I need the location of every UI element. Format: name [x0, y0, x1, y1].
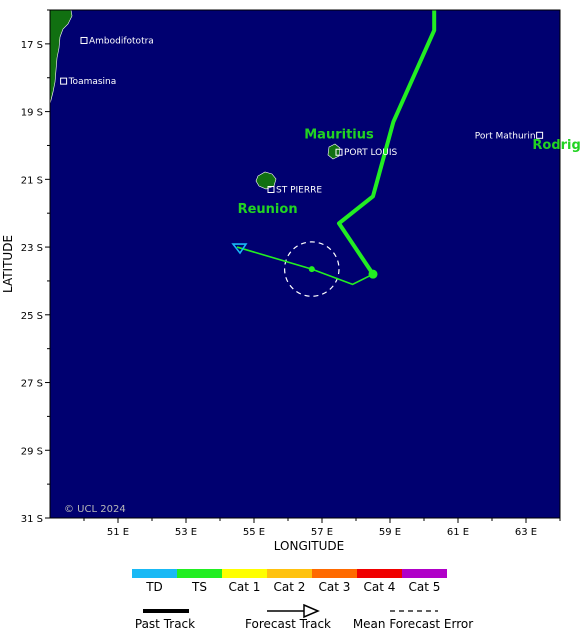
island-labels: Mauritius Reunion Rodrig: [238, 128, 580, 218]
island-label: Reunion: [238, 202, 298, 217]
madagascar-landmass: [49, 9, 73, 105]
legend-swatch-cat5: [402, 569, 447, 578]
legend-category-label: Cat 4: [364, 580, 396, 594]
lon-tick-label: 51 E: [107, 527, 129, 538]
lon-tick-label: 57 E: [311, 527, 333, 538]
lon-tick-label: 55 E: [243, 527, 265, 538]
forecast-track-label: Forecast Track: [245, 617, 331, 631]
x-axis-title: LONGITUDE: [274, 539, 344, 553]
place-marker-icon: [536, 131, 544, 139]
place-marker-icon: [80, 36, 88, 44]
past-track-label: Past Track: [135, 617, 195, 631]
legend-category-label: Cat 5: [409, 580, 441, 594]
legend-swatch-ts: [177, 569, 222, 578]
legend-category-label: TS: [191, 580, 207, 594]
legend-category-label: TD: [145, 580, 163, 594]
lon-tick-label: 53 E: [175, 527, 197, 538]
island-label: Mauritius: [304, 128, 374, 143]
past-track-line: [337, 10, 437, 276]
lat-tick-label: 27 S: [21, 379, 43, 390]
category-legend: TD TS Cat 1 Cat 2 Cat 3 Cat 4 Cat 5: [132, 569, 447, 594]
place-marker-icon: [60, 77, 68, 85]
place-label: PORT LOUIS: [344, 148, 397, 158]
legend-swatch-cat4: [357, 569, 402, 578]
place-label: Toamasina: [68, 77, 117, 87]
lon-tick-label: 61 E: [447, 527, 469, 538]
lat-tick-label: 21 S: [21, 175, 43, 186]
places: Ambodifototra Toamasina PORT LOUIS Port Mat…: [60, 36, 544, 195]
legend-category-label: Cat 3: [319, 580, 351, 594]
forecast-arrow-icon: [231, 243, 248, 255]
place-marker-icon: [267, 185, 275, 193]
legend-swatch-td: [132, 569, 177, 578]
ocean-area: [50, 10, 560, 518]
lat-tick-label: 19 S: [21, 108, 43, 119]
legend-swatch-cat1: [222, 569, 267, 578]
place-label: Ambodifototra: [89, 36, 154, 46]
current-position-marker: [368, 269, 378, 279]
lat-tick-label: 31 S: [21, 514, 43, 525]
lat-tick-label: 17 S: [21, 40, 43, 51]
legend-category-label: Cat 2: [274, 580, 306, 594]
legend-category-label: Cat 1: [229, 580, 261, 594]
place-label: ST PIERRE: [276, 185, 322, 195]
lat-tick-label: 29 S: [21, 446, 43, 457]
forecast-position-marker: [308, 266, 315, 273]
forecast-error-circle: [283, 241, 340, 297]
lat-tick-label: 23 S: [21, 243, 43, 254]
legend-swatch-cat3: [312, 569, 357, 578]
place-label: Port Mathurin: [475, 131, 536, 141]
latitude-axis: 17 S 19 S 21 S 23 S 25 S 27 S 29 S 31 S: [21, 9, 50, 525]
place-marker-icon: [335, 148, 343, 156]
credit-label: © UCL 2024: [64, 504, 126, 515]
lon-tick-label: 63 E: [515, 527, 537, 538]
island-label: Rodrig: [532, 138, 580, 153]
lon-tick-label: 59 E: [379, 527, 401, 538]
track-legend: Past Track Forecast Track Mean Forecast …: [135, 603, 473, 631]
error-label: Mean Forecast Error: [353, 617, 473, 631]
y-axis-title: LATITUDE: [1, 235, 15, 293]
forecast-arrow-swatch-icon: [303, 603, 320, 619]
lat-tick-label: 25 S: [21, 311, 43, 322]
map-frame: [49, 9, 561, 519]
legend-swatch-cat2: [267, 569, 312, 578]
longitude-axis: 51 E 53 E 55 E 57 E 59 E 61 E 63 E: [83, 518, 561, 538]
forecast-track-line: [236, 246, 374, 286]
